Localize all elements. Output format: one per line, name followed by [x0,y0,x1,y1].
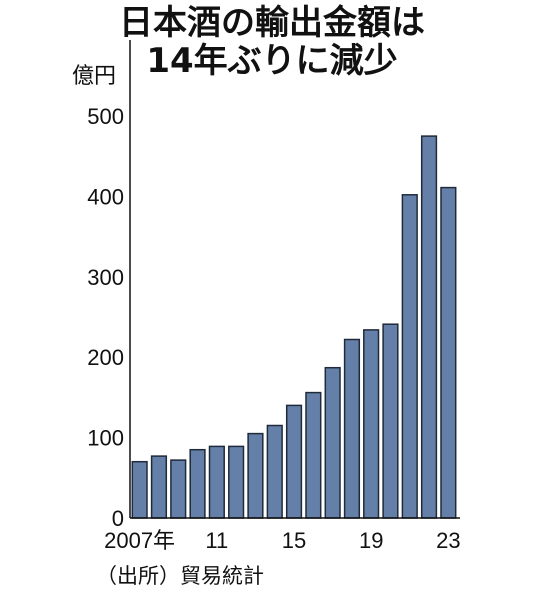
bar-2016 [305,391,322,519]
x-tick-label: 15 [282,528,306,553]
chart-title-line-1: 日本酒の輸出金額は [119,3,425,43]
source-note: （出所）貿易統計 [96,564,264,588]
y-tick-label: 200 [87,345,124,370]
bars-group [131,135,457,519]
y-tick-label: 100 [87,426,124,451]
bar-2010 [189,448,206,519]
x-tick-label: 2007年 [104,528,175,553]
bar-2023 [440,186,457,519]
bar-2008 [150,455,168,519]
bar-2020 [382,323,399,519]
y-tick-labels: 0 100 200 300 400 500 [87,104,124,531]
y-tick-label: 400 [87,184,124,209]
bar-2015 [285,404,303,519]
bar-2021 [401,194,418,519]
chart-title-line-2: 14年ぶりに減少 [146,41,398,81]
bar-2014 [266,424,283,519]
y-tick-label: 500 [87,104,124,129]
bar-2017 [324,366,341,519]
x-tick-label: 23 [436,528,460,553]
bar-2022 [420,135,438,519]
bar-2011 [208,445,225,519]
x-tick-labels: 2007年 11 15 19 23 [104,528,461,553]
x-tick-label: 19 [359,528,383,553]
bar-2012 [228,445,245,519]
x-tick-label: 11 [205,528,228,553]
y-axis-unit-label: 億円 [72,64,117,89]
y-tick-label: 0 [112,506,124,531]
y-tick-label: 300 [87,265,124,290]
bar-2013 [247,432,264,519]
bar-2018 [343,338,361,519]
bar-2019 [363,329,380,519]
bar-2007 [131,460,148,519]
bar-2009 [170,459,187,519]
